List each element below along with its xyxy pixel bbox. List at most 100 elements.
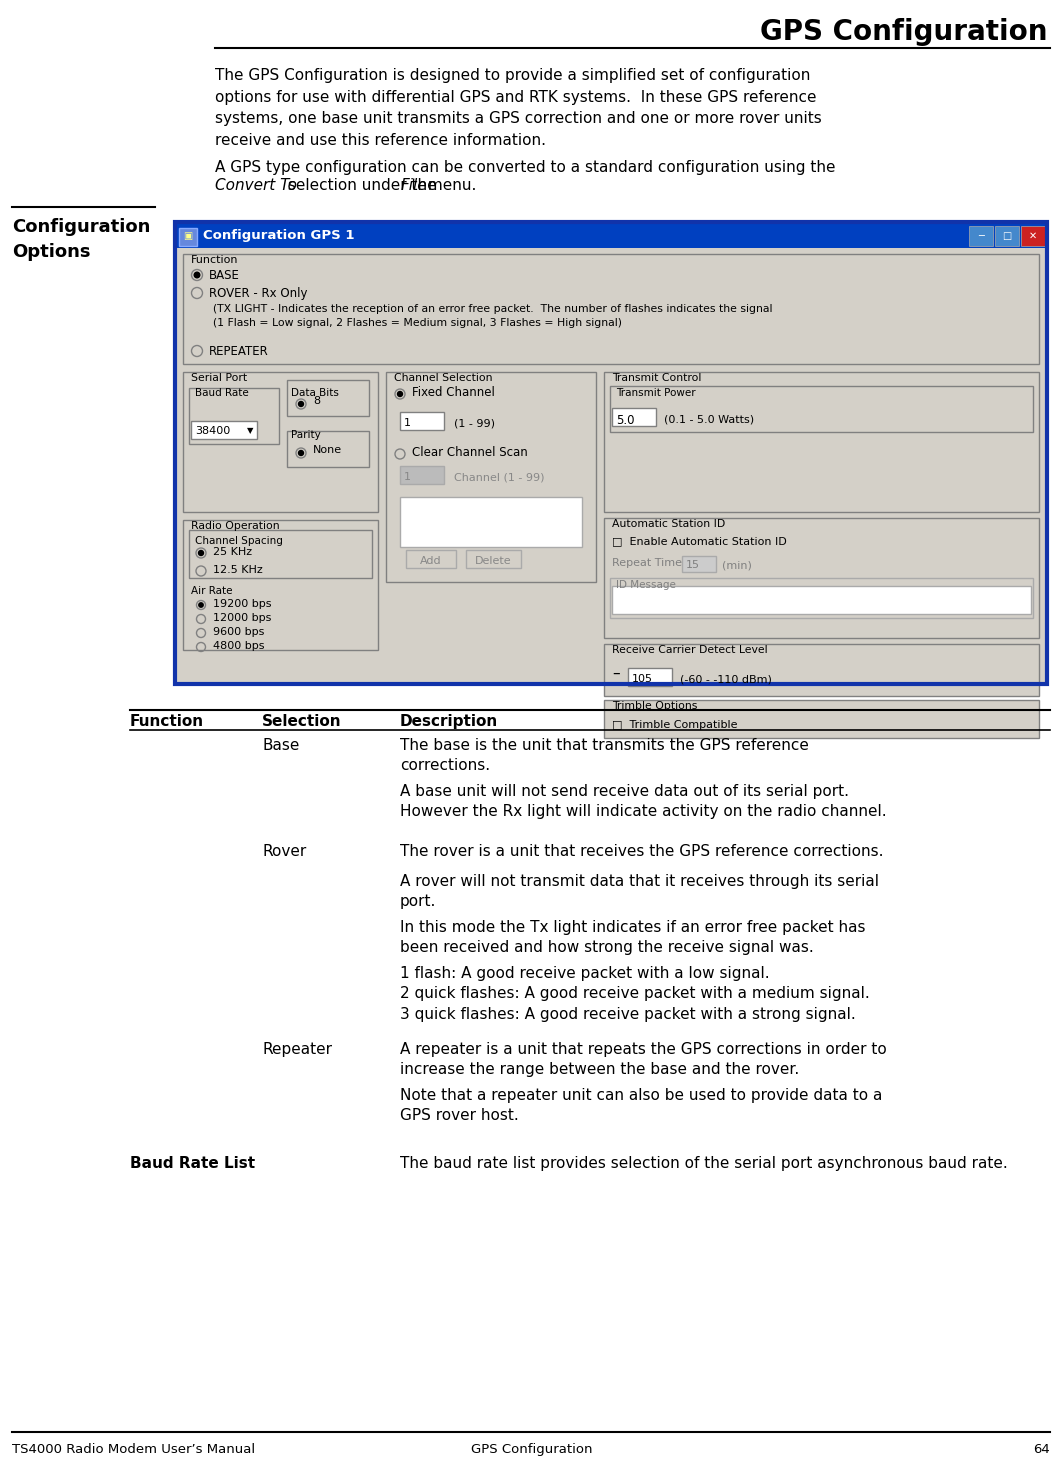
Bar bbox=[189, 387, 279, 444]
Text: ID Message: ID Message bbox=[616, 580, 676, 591]
Bar bbox=[604, 700, 1040, 738]
Text: Channel (1 - 99): Channel (1 - 99) bbox=[454, 472, 545, 482]
Bar bbox=[386, 371, 596, 582]
Text: GPS Configuration: GPS Configuration bbox=[761, 18, 1048, 45]
Text: REPEATER: REPEATER bbox=[209, 345, 269, 358]
Text: □  Enable Automatic Station ID: □ Enable Automatic Station ID bbox=[612, 537, 786, 545]
Text: A GPS type configuration can be converted to a standard configuration using the: A GPS type configuration can be converte… bbox=[215, 159, 835, 175]
Text: The baud rate list provides selection of the serial port asynchronous baud rate.: The baud rate list provides selection of… bbox=[400, 1156, 1008, 1171]
Bar bbox=[406, 550, 456, 569]
Text: A repeater is a unit that repeats the GPS corrections in order to
increase the r: A repeater is a unit that repeats the GP… bbox=[400, 1042, 886, 1077]
Text: Base: Base bbox=[262, 738, 299, 753]
Circle shape bbox=[199, 602, 203, 607]
Bar bbox=[287, 431, 369, 466]
Bar bbox=[466, 550, 521, 569]
Text: Radio Operation: Radio Operation bbox=[192, 520, 280, 531]
Text: 1 flash: A good receive packet with a low signal.
2 quick flashes: A good receiv: 1 flash: A good receive packet with a lo… bbox=[400, 966, 869, 1022]
Text: 4800 bps: 4800 bps bbox=[213, 640, 265, 651]
Text: (TX LIGHT - Indicates the reception of an error free packet.  The number of flas: (TX LIGHT - Indicates the reception of a… bbox=[213, 304, 772, 314]
Text: Air Rate: Air Rate bbox=[192, 586, 233, 596]
Text: In this mode the Tx light indicates if an error free packet has
been received an: In this mode the Tx light indicates if a… bbox=[400, 920, 865, 955]
Bar bbox=[682, 556, 716, 572]
Bar bbox=[183, 371, 378, 512]
Bar bbox=[183, 520, 378, 651]
Text: Function: Function bbox=[130, 713, 204, 730]
Text: 9600 bps: 9600 bps bbox=[213, 627, 264, 637]
Text: Note that a repeater unit can also be used to provide data to a
GPS rover host.: Note that a repeater unit can also be us… bbox=[400, 1088, 882, 1123]
Text: Selection: Selection bbox=[262, 713, 342, 730]
Bar bbox=[192, 421, 257, 439]
Text: 15: 15 bbox=[686, 560, 700, 570]
Text: Channel Selection: Channel Selection bbox=[394, 373, 493, 383]
Bar bbox=[612, 586, 1031, 614]
Text: 5.0: 5.0 bbox=[616, 414, 634, 427]
Text: Automatic Station ID: Automatic Station ID bbox=[612, 519, 726, 529]
Text: Convert To: Convert To bbox=[215, 178, 297, 193]
Circle shape bbox=[195, 272, 200, 278]
Text: A base unit will not send receive data out of its serial port.
However the Rx li: A base unit will not send receive data o… bbox=[400, 784, 886, 819]
Text: □  Trimble Compatible: □ Trimble Compatible bbox=[612, 719, 737, 730]
Bar bbox=[995, 227, 1019, 246]
Bar bbox=[604, 518, 1040, 637]
Circle shape bbox=[299, 402, 303, 406]
Text: Channel Spacing: Channel Spacing bbox=[195, 537, 283, 545]
Text: 12.5 KHz: 12.5 KHz bbox=[213, 564, 263, 575]
Circle shape bbox=[299, 450, 303, 456]
Bar bbox=[174, 222, 1047, 249]
Text: Trimble Options: Trimble Options bbox=[612, 700, 697, 711]
Bar bbox=[604, 643, 1040, 696]
Text: The rover is a unit that receives the GPS reference corrections.: The rover is a unit that receives the GP… bbox=[400, 844, 883, 860]
Text: 38400: 38400 bbox=[195, 425, 230, 436]
Text: 8: 8 bbox=[313, 396, 320, 406]
Bar bbox=[610, 577, 1033, 618]
Text: –: – bbox=[612, 667, 619, 681]
Text: ─: ─ bbox=[978, 231, 984, 241]
Text: Baud Rate List: Baud Rate List bbox=[130, 1156, 255, 1171]
Text: Repeat Time: Repeat Time bbox=[612, 558, 682, 569]
Text: Delete: Delete bbox=[475, 556, 512, 566]
Text: TS4000 Radio Modem User’s Manual: TS4000 Radio Modem User’s Manual bbox=[12, 1443, 255, 1456]
Text: □: □ bbox=[1002, 231, 1012, 241]
Text: BASE: BASE bbox=[209, 269, 239, 282]
Bar bbox=[400, 466, 444, 484]
Bar bbox=[400, 412, 444, 430]
Text: A rover will not transmit data that it receives through its serial
port.: A rover will not transmit data that it r… bbox=[400, 874, 879, 909]
Text: Data Bits: Data Bits bbox=[290, 387, 338, 398]
Text: Configuration GPS 1: Configuration GPS 1 bbox=[203, 230, 354, 243]
Text: ROVER - Rx Only: ROVER - Rx Only bbox=[209, 287, 307, 300]
Bar bbox=[610, 386, 1033, 431]
Text: Fixed Channel: Fixed Channel bbox=[412, 386, 495, 399]
Bar bbox=[612, 408, 656, 425]
Circle shape bbox=[398, 392, 402, 396]
Text: ▣: ▣ bbox=[183, 231, 193, 241]
Text: Serial Port: Serial Port bbox=[192, 373, 247, 383]
Bar bbox=[174, 222, 1047, 684]
Text: Add: Add bbox=[420, 556, 442, 566]
Text: Transmit Control: Transmit Control bbox=[612, 373, 701, 383]
Text: 105: 105 bbox=[632, 674, 653, 684]
Text: 12000 bps: 12000 bps bbox=[213, 613, 271, 623]
Text: File: File bbox=[401, 178, 428, 193]
Text: ✕: ✕ bbox=[1029, 231, 1037, 241]
Text: Rover: Rover bbox=[262, 844, 306, 860]
Text: 64: 64 bbox=[1033, 1443, 1050, 1456]
Text: Parity: Parity bbox=[290, 430, 320, 440]
Text: Function: Function bbox=[192, 254, 238, 265]
Text: 1: 1 bbox=[404, 418, 411, 428]
Bar bbox=[628, 668, 672, 686]
Bar bbox=[969, 227, 993, 246]
Text: (1 Flash = Low signal, 2 Flashes = Medium signal, 3 Flashes = High signal): (1 Flash = Low signal, 2 Flashes = Mediu… bbox=[213, 319, 622, 327]
Text: Description: Description bbox=[400, 713, 498, 730]
Text: 19200 bps: 19200 bps bbox=[213, 599, 271, 610]
Text: 25 KHz: 25 KHz bbox=[213, 547, 252, 557]
Text: Clear Channel Scan: Clear Channel Scan bbox=[412, 446, 528, 459]
Bar bbox=[287, 380, 369, 417]
Text: Transmit Power: Transmit Power bbox=[616, 387, 696, 398]
Text: Baud Rate: Baud Rate bbox=[195, 387, 249, 398]
Bar bbox=[400, 497, 582, 547]
Text: GPS Configuration: GPS Configuration bbox=[471, 1443, 593, 1456]
Text: None: None bbox=[313, 444, 343, 455]
Text: Receive Carrier Detect Level: Receive Carrier Detect Level bbox=[612, 645, 767, 655]
Bar bbox=[174, 222, 1047, 684]
Circle shape bbox=[199, 551, 203, 556]
